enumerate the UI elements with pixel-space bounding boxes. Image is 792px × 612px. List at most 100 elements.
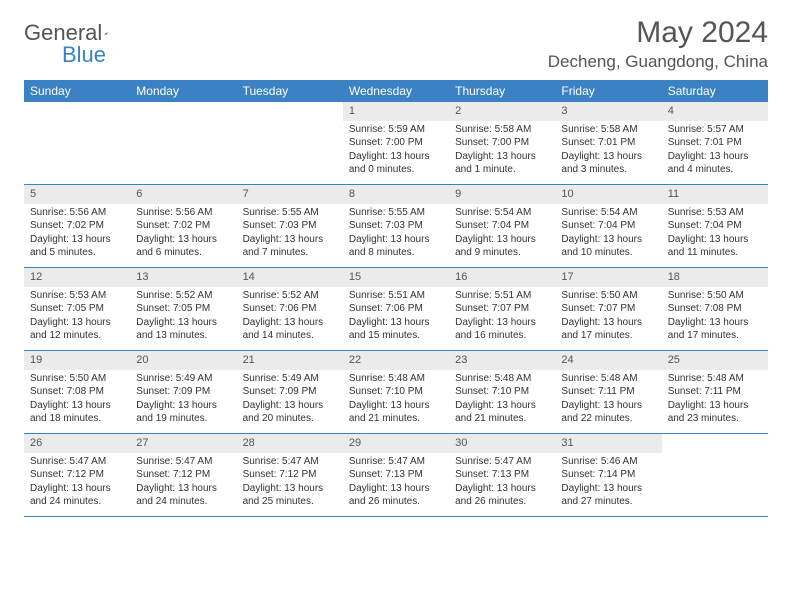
day-cell: 12Sunrise: 5:53 AMSunset: 7:05 PMDayligh… — [24, 268, 130, 350]
day-number: 4 — [662, 102, 768, 121]
day-number: 27 — [130, 434, 236, 453]
sunrise-line: Sunrise: 5:58 AM — [561, 123, 655, 137]
day-number: 5 — [24, 185, 130, 204]
day-cell: 11Sunrise: 5:53 AMSunset: 7:04 PMDayligh… — [662, 185, 768, 267]
day-body: Sunrise: 5:54 AMSunset: 7:04 PMDaylight:… — [555, 204, 661, 264]
weekday-header-row: SundayMondayTuesdayWednesdayThursdayFrid… — [24, 80, 768, 102]
day-cell: 28Sunrise: 5:47 AMSunset: 7:12 PMDayligh… — [237, 434, 343, 516]
weekday-tuesday: Tuesday — [237, 80, 343, 102]
day-cell: 23Sunrise: 5:48 AMSunset: 7:10 PMDayligh… — [449, 351, 555, 433]
day-cell: 24Sunrise: 5:48 AMSunset: 7:11 PMDayligh… — [555, 351, 661, 433]
day-body: Sunrise: 5:51 AMSunset: 7:07 PMDaylight:… — [449, 287, 555, 347]
day-number: 9 — [449, 185, 555, 204]
sunrise-line: Sunrise: 5:53 AM — [30, 289, 124, 303]
week-row: 26Sunrise: 5:47 AMSunset: 7:12 PMDayligh… — [24, 434, 768, 517]
day-number: 14 — [237, 268, 343, 287]
day-body: Sunrise: 5:51 AMSunset: 7:06 PMDaylight:… — [343, 287, 449, 347]
day-body: Sunrise: 5:53 AMSunset: 7:04 PMDaylight:… — [662, 204, 768, 264]
sunrise-line: Sunrise: 5:47 AM — [349, 455, 443, 469]
weekday-thursday: Thursday — [449, 80, 555, 102]
daylight-line: Daylight: 13 hours and 5 minutes. — [30, 233, 124, 260]
day-number: 2 — [449, 102, 555, 121]
day-body: Sunrise: 5:48 AMSunset: 7:11 PMDaylight:… — [555, 370, 661, 430]
sunset-line: Sunset: 7:13 PM — [455, 468, 549, 482]
sunset-line: Sunset: 7:11 PM — [668, 385, 762, 399]
daylight-line: Daylight: 13 hours and 17 minutes. — [668, 316, 762, 343]
sunrise-line: Sunrise: 5:46 AM — [561, 455, 655, 469]
daylight-line: Daylight: 13 hours and 15 minutes. — [349, 316, 443, 343]
day-number: 20 — [130, 351, 236, 370]
sunrise-line: Sunrise: 5:49 AM — [136, 372, 230, 386]
day-number: 17 — [555, 268, 661, 287]
day-body: Sunrise: 5:53 AMSunset: 7:05 PMDaylight:… — [24, 287, 130, 347]
day-body: Sunrise: 5:57 AMSunset: 7:01 PMDaylight:… — [662, 121, 768, 181]
day-number: 22 — [343, 351, 449, 370]
daylight-line: Daylight: 13 hours and 25 minutes. — [243, 482, 337, 509]
day-body: Sunrise: 5:52 AMSunset: 7:05 PMDaylight:… — [130, 287, 236, 347]
sunrise-line: Sunrise: 5:55 AM — [243, 206, 337, 220]
daylight-line: Daylight: 13 hours and 10 minutes. — [561, 233, 655, 260]
sunrise-line: Sunrise: 5:56 AM — [136, 206, 230, 220]
day-cell: 16Sunrise: 5:51 AMSunset: 7:07 PMDayligh… — [449, 268, 555, 350]
sunset-line: Sunset: 7:09 PM — [243, 385, 337, 399]
sunset-line: Sunset: 7:01 PM — [668, 136, 762, 150]
sunset-line: Sunset: 7:08 PM — [668, 302, 762, 316]
sunrise-line: Sunrise: 5:48 AM — [561, 372, 655, 386]
day-cell: 30Sunrise: 5:47 AMSunset: 7:13 PMDayligh… — [449, 434, 555, 516]
daylight-line: Daylight: 13 hours and 1 minute. — [455, 150, 549, 177]
day-body: Sunrise: 5:55 AMSunset: 7:03 PMDaylight:… — [237, 204, 343, 264]
day-body: Sunrise: 5:58 AMSunset: 7:00 PMDaylight:… — [449, 121, 555, 181]
day-body: Sunrise: 5:49 AMSunset: 7:09 PMDaylight:… — [130, 370, 236, 430]
day-number: 26 — [24, 434, 130, 453]
day-cell: 25Sunrise: 5:48 AMSunset: 7:11 PMDayligh… — [662, 351, 768, 433]
day-body: Sunrise: 5:46 AMSunset: 7:14 PMDaylight:… — [555, 453, 661, 513]
daylight-line: Daylight: 13 hours and 21 minutes. — [455, 399, 549, 426]
sunrise-line: Sunrise: 5:49 AM — [243, 372, 337, 386]
sunrise-line: Sunrise: 5:58 AM — [455, 123, 549, 137]
sunset-line: Sunset: 7:06 PM — [349, 302, 443, 316]
sunrise-line: Sunrise: 5:56 AM — [30, 206, 124, 220]
daylight-line: Daylight: 13 hours and 6 minutes. — [136, 233, 230, 260]
day-body: Sunrise: 5:54 AMSunset: 7:04 PMDaylight:… — [449, 204, 555, 264]
day-cell: 13Sunrise: 5:52 AMSunset: 7:05 PMDayligh… — [130, 268, 236, 350]
title-block: May 2024 Decheng, Guangdong, China — [548, 16, 768, 72]
sunset-line: Sunset: 7:03 PM — [349, 219, 443, 233]
day-number: 10 — [555, 185, 661, 204]
day-cell: 9Sunrise: 5:54 AMSunset: 7:04 PMDaylight… — [449, 185, 555, 267]
week-row: 12Sunrise: 5:53 AMSunset: 7:05 PMDayligh… — [24, 268, 768, 351]
header: General May 2024 Decheng, Guangdong, Chi… — [0, 0, 792, 80]
daylight-line: Daylight: 13 hours and 11 minutes. — [668, 233, 762, 260]
day-cell: 21Sunrise: 5:49 AMSunset: 7:09 PMDayligh… — [237, 351, 343, 433]
sunset-line: Sunset: 7:12 PM — [30, 468, 124, 482]
day-cell — [662, 434, 768, 516]
day-cell: 2Sunrise: 5:58 AMSunset: 7:00 PMDaylight… — [449, 102, 555, 184]
sunset-line: Sunset: 7:05 PM — [30, 302, 124, 316]
day-body: Sunrise: 5:47 AMSunset: 7:12 PMDaylight:… — [130, 453, 236, 513]
location: Decheng, Guangdong, China — [548, 52, 768, 72]
weekday-saturday: Saturday — [662, 80, 768, 102]
weekday-wednesday: Wednesday — [343, 80, 449, 102]
day-body: Sunrise: 5:48 AMSunset: 7:11 PMDaylight:… — [662, 370, 768, 430]
day-number: 21 — [237, 351, 343, 370]
daylight-line: Daylight: 13 hours and 14 minutes. — [243, 316, 337, 343]
sunset-line: Sunset: 7:12 PM — [243, 468, 337, 482]
day-number: 16 — [449, 268, 555, 287]
day-body: Sunrise: 5:48 AMSunset: 7:10 PMDaylight:… — [343, 370, 449, 430]
weekday-sunday: Sunday — [24, 80, 130, 102]
daylight-line: Daylight: 13 hours and 21 minutes. — [349, 399, 443, 426]
sunrise-line: Sunrise: 5:50 AM — [561, 289, 655, 303]
day-number: 1 — [343, 102, 449, 121]
daylight-line: Daylight: 13 hours and 26 minutes. — [455, 482, 549, 509]
sunrise-line: Sunrise: 5:47 AM — [30, 455, 124, 469]
day-body: Sunrise: 5:56 AMSunset: 7:02 PMDaylight:… — [24, 204, 130, 264]
sunset-line: Sunset: 7:11 PM — [561, 385, 655, 399]
day-body: Sunrise: 5:47 AMSunset: 7:13 PMDaylight:… — [343, 453, 449, 513]
day-cell: 1Sunrise: 5:59 AMSunset: 7:00 PMDaylight… — [343, 102, 449, 184]
sunset-line: Sunset: 7:06 PM — [243, 302, 337, 316]
daylight-line: Daylight: 13 hours and 19 minutes. — [136, 399, 230, 426]
weekday-monday: Monday — [130, 80, 236, 102]
day-body: Sunrise: 5:52 AMSunset: 7:06 PMDaylight:… — [237, 287, 343, 347]
logo-text-2: Blue — [62, 42, 106, 67]
sunrise-line: Sunrise: 5:50 AM — [30, 372, 124, 386]
day-number: 28 — [237, 434, 343, 453]
